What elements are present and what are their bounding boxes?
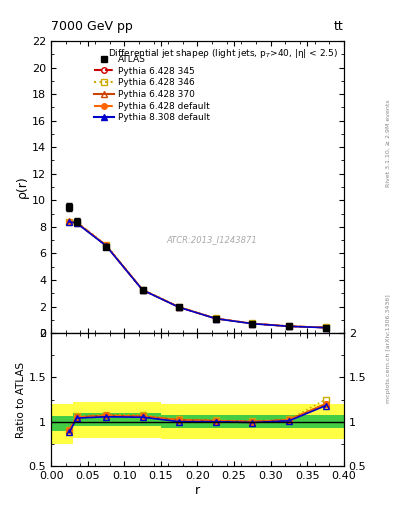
Text: ATCR:2013_I1243871: ATCR:2013_I1243871 — [167, 235, 257, 244]
Pythia 6.428 default — [323, 325, 328, 331]
Pythia 8.308 default — [213, 315, 218, 322]
Line: Pythia 6.428 345: Pythia 6.428 345 — [66, 219, 329, 330]
Legend: ATLAS, Pythia 6.428 345, Pythia 6.428 346, Pythia 6.428 370, Pythia 6.428 defaul: ATLAS, Pythia 6.428 345, Pythia 6.428 34… — [91, 51, 213, 126]
Pythia 8.308 default — [177, 304, 182, 310]
Pythia 6.428 346 — [323, 324, 328, 330]
Pythia 6.428 346 — [67, 219, 72, 225]
Pythia 6.428 345 — [323, 325, 328, 331]
Pythia 6.428 default — [140, 287, 145, 293]
Pythia 6.428 default — [67, 219, 72, 225]
Pythia 6.428 345 — [286, 323, 291, 329]
Pythia 6.428 370 — [323, 325, 328, 331]
Pythia 6.428 345 — [104, 242, 108, 248]
Pythia 6.428 345 — [74, 219, 79, 225]
Pythia 6.428 346 — [213, 315, 218, 322]
Pythia 6.428 370 — [213, 315, 218, 322]
Pythia 8.308 default — [104, 243, 108, 249]
Pythia 8.308 default — [140, 287, 145, 293]
Pythia 6.428 default — [177, 304, 182, 310]
Line: Pythia 6.428 370: Pythia 6.428 370 — [66, 219, 329, 330]
Pythia 6.428 370 — [140, 287, 145, 293]
Pythia 8.308 default — [250, 321, 255, 327]
Pythia 6.428 346 — [74, 219, 79, 225]
Pythia 6.428 346 — [104, 242, 108, 248]
Pythia 6.428 345 — [67, 219, 72, 225]
Pythia 6.428 345 — [250, 321, 255, 327]
Pythia 6.428 370 — [67, 218, 72, 224]
Pythia 8.308 default — [323, 325, 328, 331]
Pythia 6.428 default — [104, 242, 108, 248]
Pythia 6.428 370 — [177, 304, 182, 310]
Pythia 6.428 345 — [140, 287, 145, 293]
Text: 7000 GeV pp: 7000 GeV pp — [51, 20, 133, 33]
Pythia 6.428 346 — [177, 304, 182, 310]
Pythia 6.428 default — [74, 220, 79, 226]
Text: tt: tt — [334, 20, 344, 33]
Pythia 6.428 346 — [286, 323, 291, 329]
Text: mcplots.cern.ch [arXiv:1306.3436]: mcplots.cern.ch [arXiv:1306.3436] — [386, 294, 391, 402]
Pythia 6.428 default — [250, 321, 255, 327]
Pythia 8.308 default — [74, 220, 79, 226]
Pythia 6.428 370 — [74, 220, 79, 226]
Pythia 6.428 default — [213, 315, 218, 322]
Pythia 6.428 345 — [213, 315, 218, 322]
X-axis label: r: r — [195, 483, 200, 497]
Pythia 6.428 345 — [177, 304, 182, 310]
Line: Pythia 6.428 default: Pythia 6.428 default — [66, 219, 329, 330]
Pythia 6.428 370 — [104, 242, 108, 248]
Line: Pythia 6.428 346: Pythia 6.428 346 — [66, 219, 329, 330]
Pythia 6.428 346 — [140, 287, 145, 293]
Pythia 8.308 default — [286, 323, 291, 329]
Y-axis label: ρ(r): ρ(r) — [16, 176, 29, 199]
Pythia 6.428 370 — [250, 321, 255, 327]
Pythia 6.428 default — [286, 323, 291, 329]
Pythia 6.428 370 — [286, 323, 291, 329]
Text: Differential jet shapeρ (light jets, p$_T$>40, |η| < 2.5): Differential jet shapeρ (light jets, p$_… — [108, 47, 338, 60]
Line: Pythia 8.308 default: Pythia 8.308 default — [66, 219, 329, 330]
Text: Rivet 3.1.10, ≥ 2.9M events: Rivet 3.1.10, ≥ 2.9M events — [386, 99, 391, 187]
Y-axis label: Ratio to ATLAS: Ratio to ATLAS — [16, 361, 26, 438]
Pythia 6.428 346 — [250, 321, 255, 327]
Pythia 8.308 default — [67, 219, 72, 225]
